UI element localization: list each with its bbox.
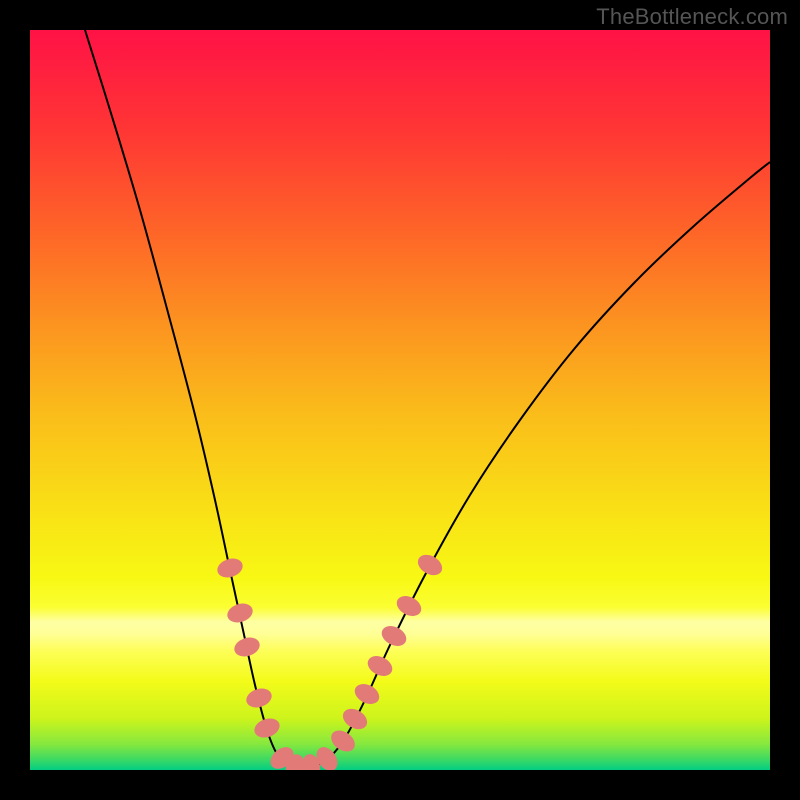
curve-marker bbox=[393, 592, 424, 620]
curve-marker bbox=[364, 652, 395, 680]
curve-marker bbox=[414, 551, 446, 580]
curve-marker bbox=[215, 555, 245, 580]
curve-right-branch bbox=[300, 162, 770, 768]
curve-left-branch bbox=[85, 30, 300, 768]
curve-marker bbox=[351, 680, 382, 708]
watermark-text: TheBottleneck.com bbox=[596, 4, 788, 30]
bottleneck-curve bbox=[30, 30, 770, 770]
curve-marker bbox=[225, 600, 255, 625]
plot-area bbox=[30, 30, 770, 770]
curve-marker bbox=[378, 622, 409, 650]
curve-marker bbox=[244, 685, 274, 710]
curve-marker bbox=[252, 715, 283, 741]
curve-marker bbox=[232, 634, 262, 659]
curve-marker bbox=[339, 705, 371, 734]
